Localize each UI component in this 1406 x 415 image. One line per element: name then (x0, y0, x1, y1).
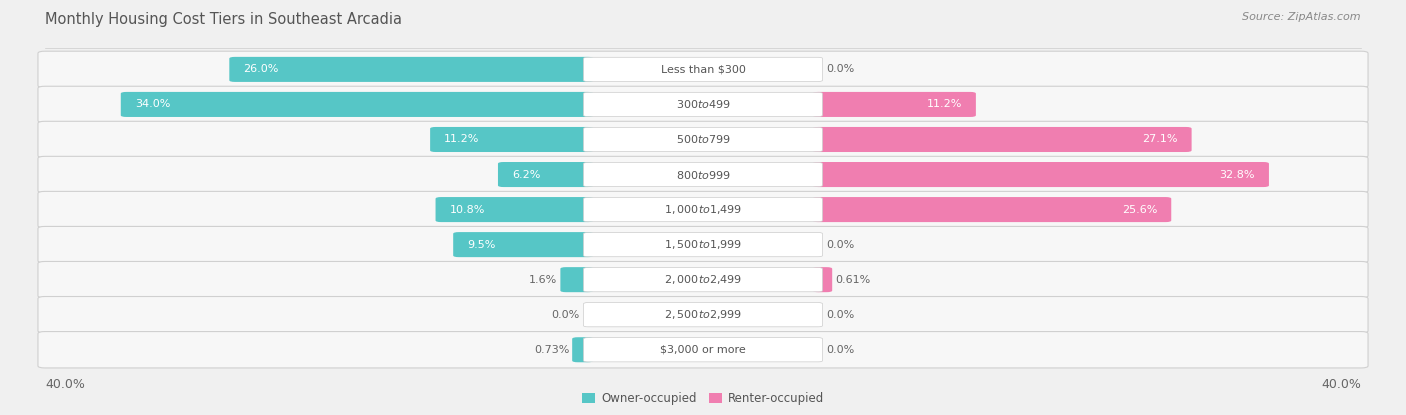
FancyBboxPatch shape (813, 197, 1171, 222)
Text: 32.8%: 32.8% (1219, 170, 1256, 180)
FancyBboxPatch shape (572, 337, 593, 362)
FancyBboxPatch shape (38, 296, 1368, 333)
FancyBboxPatch shape (813, 162, 1270, 187)
FancyBboxPatch shape (38, 191, 1368, 228)
FancyBboxPatch shape (229, 57, 593, 82)
FancyBboxPatch shape (38, 261, 1368, 298)
FancyBboxPatch shape (38, 121, 1368, 158)
Text: 0.0%: 0.0% (827, 239, 855, 249)
Text: 27.1%: 27.1% (1142, 134, 1178, 144)
FancyBboxPatch shape (561, 267, 593, 292)
FancyBboxPatch shape (430, 127, 593, 152)
Text: 0.0%: 0.0% (827, 64, 855, 74)
FancyBboxPatch shape (498, 162, 593, 187)
FancyBboxPatch shape (121, 92, 593, 117)
FancyBboxPatch shape (583, 57, 823, 81)
Text: Source: ZipAtlas.com: Source: ZipAtlas.com (1243, 12, 1361, 22)
Text: $1,000 to $1,499: $1,000 to $1,499 (664, 203, 742, 216)
Text: $800 to $999: $800 to $999 (675, 168, 731, 181)
FancyBboxPatch shape (453, 232, 593, 257)
Text: Less than $300: Less than $300 (661, 64, 745, 74)
Text: 34.0%: 34.0% (135, 100, 170, 110)
Text: 0.61%: 0.61% (835, 275, 870, 285)
Text: $2,000 to $2,499: $2,000 to $2,499 (664, 273, 742, 286)
FancyBboxPatch shape (583, 92, 823, 117)
Text: 9.5%: 9.5% (467, 239, 496, 249)
FancyBboxPatch shape (38, 156, 1368, 193)
FancyBboxPatch shape (38, 227, 1368, 263)
FancyBboxPatch shape (583, 268, 823, 292)
FancyBboxPatch shape (583, 232, 823, 257)
FancyBboxPatch shape (583, 127, 823, 151)
FancyBboxPatch shape (583, 338, 823, 362)
Text: $300 to $499: $300 to $499 (675, 98, 731, 110)
Legend: Owner-occupied, Renter-occupied: Owner-occupied, Renter-occupied (582, 392, 824, 405)
FancyBboxPatch shape (813, 267, 832, 292)
Text: 0.0%: 0.0% (827, 345, 855, 355)
Text: 6.2%: 6.2% (512, 170, 540, 180)
FancyBboxPatch shape (813, 92, 976, 117)
Text: $2,500 to $2,999: $2,500 to $2,999 (664, 308, 742, 321)
FancyBboxPatch shape (583, 162, 823, 187)
Text: 11.2%: 11.2% (927, 100, 962, 110)
Text: Monthly Housing Cost Tiers in Southeast Arcadia: Monthly Housing Cost Tiers in Southeast … (45, 12, 402, 27)
Text: 1.6%: 1.6% (529, 275, 558, 285)
FancyBboxPatch shape (38, 86, 1368, 123)
Text: 40.0%: 40.0% (45, 378, 84, 391)
FancyBboxPatch shape (583, 198, 823, 222)
Text: 25.6%: 25.6% (1122, 205, 1157, 215)
Text: 0.0%: 0.0% (827, 310, 855, 320)
Text: 0.73%: 0.73% (534, 345, 569, 355)
FancyBboxPatch shape (436, 197, 593, 222)
Text: 11.2%: 11.2% (444, 134, 479, 144)
FancyBboxPatch shape (583, 303, 823, 327)
FancyBboxPatch shape (38, 332, 1368, 368)
Text: $1,500 to $1,999: $1,500 to $1,999 (664, 238, 742, 251)
FancyBboxPatch shape (813, 127, 1192, 152)
Text: 26.0%: 26.0% (243, 64, 278, 74)
Text: 0.0%: 0.0% (551, 310, 579, 320)
Text: 40.0%: 40.0% (1322, 378, 1361, 391)
Text: $500 to $799: $500 to $799 (675, 134, 731, 146)
Text: $3,000 or more: $3,000 or more (661, 345, 745, 355)
Text: 10.8%: 10.8% (450, 205, 485, 215)
FancyBboxPatch shape (38, 51, 1368, 88)
